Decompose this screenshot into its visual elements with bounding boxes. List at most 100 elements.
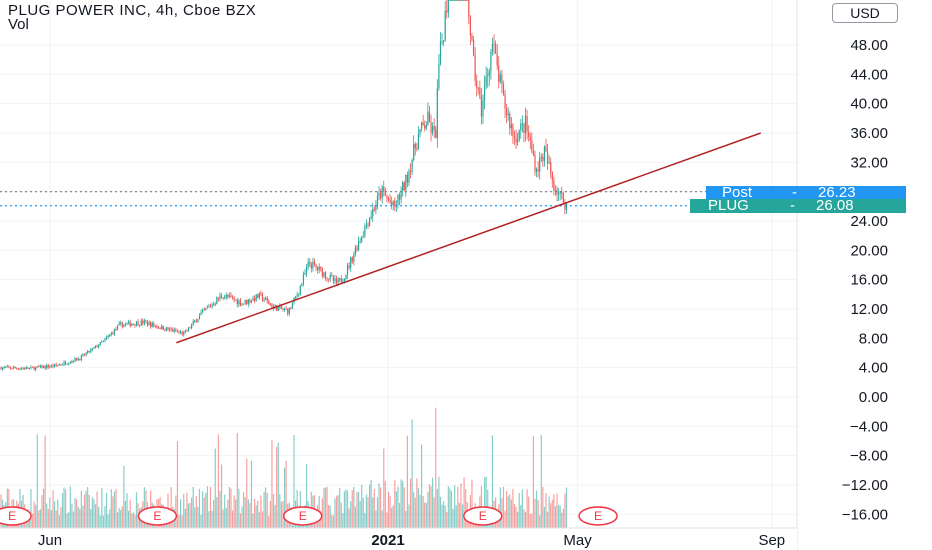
volume-bar [98, 506, 100, 528]
volume-bar [435, 407, 437, 528]
candle-body [208, 306, 210, 308]
candle-body [183, 332, 185, 335]
candle-body [365, 224, 368, 227]
volume-bar [450, 490, 453, 528]
volume-bar [80, 490, 82, 528]
candle-body [512, 124, 514, 137]
volume-bar [41, 495, 43, 528]
volume-label: Vol [8, 16, 29, 33]
plug-tag-value: 26.08 [816, 197, 854, 214]
candle-body [302, 274, 305, 284]
y-tick-label: −4.00 [850, 418, 888, 435]
candle-body [13, 367, 15, 369]
volume-bar [550, 503, 552, 528]
volume-bar [94, 504, 97, 528]
currency-button[interactable]: USD [832, 3, 898, 23]
volume-bar [463, 477, 465, 528]
volume-bar [222, 509, 224, 528]
candle-body [135, 321, 138, 326]
volume-bar [535, 490, 538, 528]
candle-body [71, 360, 73, 363]
post-market-price-tag: Post - 26.23 [706, 184, 906, 201]
volume-bar [348, 508, 350, 528]
candle-body [301, 283, 303, 286]
volume-bar [135, 492, 138, 528]
volume-bar [395, 491, 397, 528]
volume-bar [261, 511, 264, 528]
candle-body [263, 299, 265, 301]
volume-bar [197, 506, 199, 528]
y-tick-label: 44.00 [850, 66, 888, 83]
candle-body [524, 115, 527, 134]
candle-body [334, 278, 336, 282]
candle-body [298, 294, 300, 296]
volume-bar [71, 503, 73, 528]
candle-body [331, 274, 333, 277]
candle-body [447, 0, 449, 13]
candle-body [323, 272, 325, 277]
candle-body [368, 218, 371, 226]
x-tick-label: May [563, 532, 592, 549]
candle-body [403, 182, 405, 191]
candle-body [65, 361, 67, 365]
volume-bar [524, 512, 527, 528]
candle-body [143, 320, 145, 324]
candle-body [364, 226, 366, 236]
candle-body [102, 340, 105, 342]
candle-body [287, 309, 289, 314]
volume-bar [178, 514, 180, 528]
candle-body [321, 268, 323, 277]
candle-body [307, 261, 309, 267]
earnings-marker-label: E [594, 509, 602, 523]
candle-body [82, 354, 84, 356]
candle-body [370, 216, 372, 219]
volume-bar [69, 486, 71, 528]
volume-bar [231, 510, 234, 528]
candle-body [176, 331, 179, 333]
volume-bar [433, 497, 435, 528]
candle-body [452, 0, 454, 1]
volume-bar [113, 491, 116, 528]
volume-bar [87, 486, 89, 528]
y-tick-label: 12.00 [850, 301, 888, 318]
volume-bar [112, 496, 114, 528]
volume-bar [334, 498, 336, 528]
volume-bar [293, 435, 295, 528]
candle-body [482, 100, 484, 117]
candle-body [72, 360, 75, 362]
candle-body [104, 338, 106, 341]
volume-bar [126, 493, 128, 528]
volume-bar [258, 512, 260, 528]
candle-body [523, 123, 525, 134]
candle-body [386, 195, 388, 199]
candle-body [346, 265, 349, 275]
volume-bar [427, 492, 429, 528]
candle-body [6, 366, 8, 368]
volume-bar [491, 435, 494, 528]
x-tick-label: 2021 [371, 532, 404, 549]
volume-bar [124, 500, 127, 528]
candle-body [394, 200, 396, 207]
volume-bar [485, 476, 487, 528]
candle-body [255, 294, 257, 301]
post-tag-value: 26.23 [818, 184, 856, 201]
volume-bar [269, 501, 271, 528]
volume-bar [116, 512, 119, 528]
volume-bar [38, 510, 40, 528]
candle-body [337, 279, 339, 284]
candle-body [436, 88, 438, 138]
volume-bar [351, 490, 353, 528]
volume-bar [30, 488, 32, 528]
volume-bar [534, 498, 536, 528]
candle-body [288, 307, 290, 314]
candle-body [216, 297, 218, 304]
volume-bar [335, 495, 338, 528]
volume-bar [200, 514, 202, 528]
volume-bar [224, 494, 226, 528]
candle-body [494, 44, 497, 53]
volume-bar [512, 488, 514, 528]
candle-body [3, 367, 5, 369]
candle-body [443, 40, 445, 42]
candle-body [561, 191, 563, 194]
